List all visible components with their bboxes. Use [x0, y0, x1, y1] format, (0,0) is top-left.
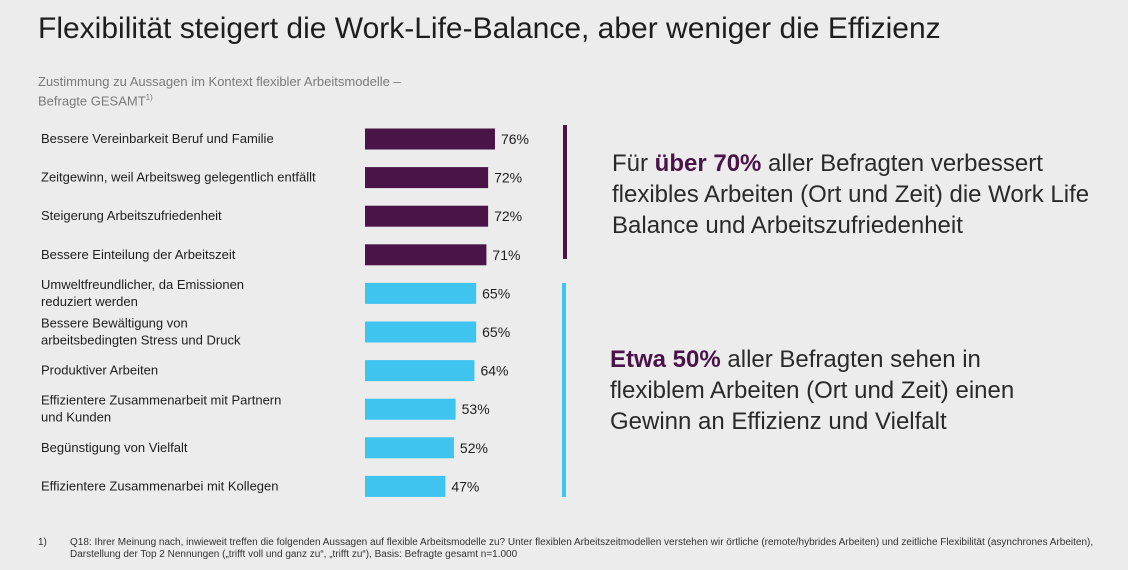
value-label-5: 65% [482, 285, 510, 301]
callout-1-highlight: über 70% [654, 150, 762, 177]
callout-1-text: aller Befragten verbessert flexibles Arb… [612, 150, 1090, 239]
value-label-6: 65% [482, 324, 510, 340]
chart-subtitle: Zustimmung zu Aussagen im Kontext flexib… [38, 74, 401, 109]
callout-2-highlight: Etwa 50% [610, 346, 721, 373]
group-bracket-dark [563, 125, 567, 259]
value-label-4: 71% [492, 247, 520, 263]
category-label-1: Bessere Vereinbarkeit Beruf und Familie [41, 131, 274, 146]
footnote: 1) Q18: Ihrer Meinung nach, inwieweit tr… [38, 537, 1098, 561]
category-label-5: reduziert werden [41, 294, 138, 309]
footnote-number: 1) [38, 537, 47, 548]
value-label-7: 64% [480, 363, 508, 379]
value-label-10: 47% [451, 478, 479, 494]
category-label-9: Begünstigung von Vielfalt [41, 440, 188, 455]
value-label-8: 53% [462, 401, 490, 417]
bar-4 [365, 244, 487, 266]
bar-2 [365, 167, 489, 189]
slide-title: Flexibilität steigert die Work-Life-Bala… [38, 12, 941, 45]
value-label-1: 76% [501, 131, 529, 147]
bar-1 [365, 128, 495, 150]
callout-2-text: aller Befragten sehen in flexiblem Arbei… [610, 346, 1015, 435]
category-label-8: und Kunden [41, 410, 111, 425]
subtitle-footnote-marker: 1) [145, 93, 153, 102]
subtitle-line-2: Befragte GESAMT [38, 93, 146, 109]
category-label-6: arbeitsbedingten Stress und Druck [41, 333, 241, 348]
bar-6 [365, 321, 477, 343]
callout-about-50: Etwa 50% aller Befragten sehen in flexib… [610, 344, 1080, 437]
bar-10 [365, 475, 446, 497]
subtitle-line-1: Zustimmung zu Aussagen im Kontext flexib… [38, 74, 401, 89]
value-label-9: 52% [460, 440, 488, 456]
category-label-2: Zeitgewinn, weil Arbeitsweg gelegentlich… [41, 170, 316, 185]
group-bracket-light [562, 283, 566, 497]
value-label-2: 72% [494, 170, 522, 186]
bar-9 [365, 437, 454, 459]
category-label-10: Effizientere Zusammenarbei mit Kollegen [41, 478, 279, 493]
category-label-6: Bessere Bewältigung von [41, 316, 188, 331]
category-label-7: Produktiver Arbeiten [41, 363, 158, 378]
bar-7 [365, 360, 475, 382]
bar-5 [365, 282, 477, 304]
callout-1-pre: Für [612, 150, 655, 177]
bar-8 [365, 398, 456, 420]
bar-chart: 76% Bessere Vereinbarkeit Beruf und Famil… [41, 125, 567, 497]
value-label-3: 72% [494, 208, 522, 224]
footnote-text: Q18: Ihrer Meinung nach, inwieweit treff… [70, 537, 1094, 560]
category-label-8: Effizientere Zusammenarbeit mit Partnern [41, 393, 281, 408]
category-label-3: Steigerung Arbeitszufriedenheit [41, 208, 222, 223]
callout-over-70: Für über 70% aller Befragten verbessert … [612, 148, 1092, 241]
category-label-4: Bessere Einteilung der Arbeitszeit [41, 247, 236, 262]
bar-3 [365, 205, 489, 227]
category-label-5: Umweltfreundlicher, da Emissionen [41, 277, 244, 292]
